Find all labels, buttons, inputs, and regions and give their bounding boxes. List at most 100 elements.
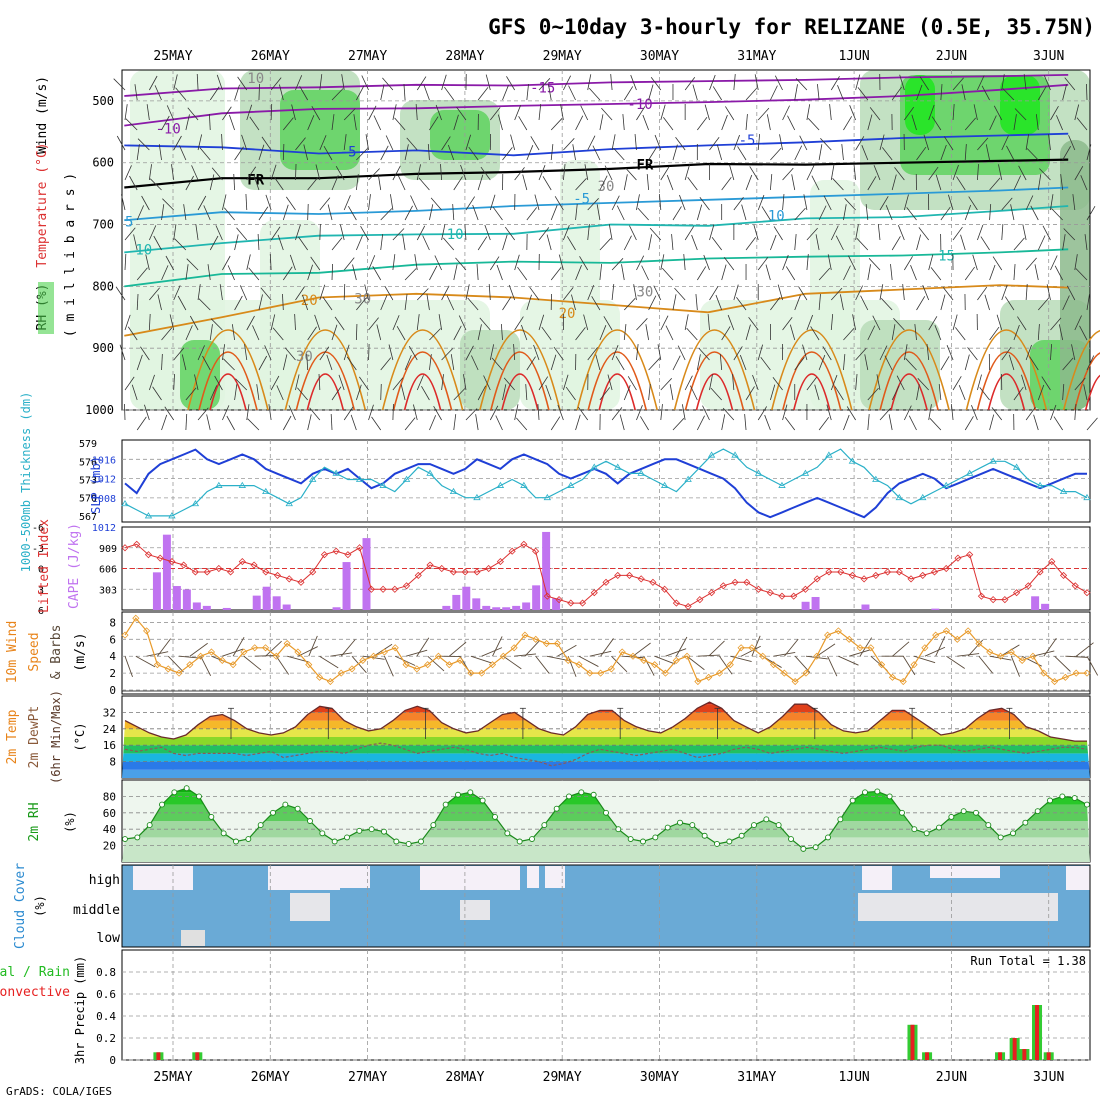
wind-barb [207,414,211,430]
date-label-bottom-1jun: 1JUN [838,1070,869,1085]
rh-point [875,789,880,794]
run-total-label: Run Total = 1.38 [970,954,1086,968]
wind-barb [551,417,560,430]
isotherm-label-2: -10 [155,122,180,138]
temp-tick-24: 24 [103,723,117,736]
rh-point [382,829,387,834]
wind-barb [1087,418,1097,430]
rh-point [1072,796,1077,801]
rh-point [653,835,658,840]
date-label-top-2jun: 2JUN [936,49,967,64]
rh-point [271,810,276,815]
precip-tick-0.4: 0.4 [96,1010,116,1023]
wind10-barb [784,639,798,656]
rh-point [690,823,695,828]
wind-barb [295,164,296,180]
wind-tick-8: 8 [109,616,116,629]
wind-barb [283,144,284,160]
wind10-barb [655,656,676,664]
rh-point [419,839,424,844]
rh-point [1048,798,1053,803]
cloud-clear-mid [858,893,1058,921]
rh-point [826,835,831,840]
cape-bar [812,597,820,610]
cape-bar [193,602,201,610]
rh-point [456,792,461,797]
date-label-top-28may: 28MAY [445,49,484,64]
rh-point [1035,809,1040,814]
rh-point [554,806,559,811]
cape-tick-606: 606 [99,565,117,576]
isotherm-label-15: 10 [247,71,264,87]
wind10-barb [709,641,725,656]
wind10-barb [590,651,611,656]
slp-panel-frame [122,440,1090,522]
rh-point [591,792,596,797]
rh-point [1085,802,1090,807]
rh-point [986,823,991,828]
cape-bar [283,605,291,610]
rh-point [616,827,621,832]
wind10-barb [125,656,133,677]
date-label-bottom-3jun: 3JUN [1033,1070,1064,1085]
temp-band [122,729,1090,737]
cape-bar [502,607,510,610]
rh-point [961,809,966,814]
pressure-tick-700: 700 [92,218,114,232]
wind10-barb [892,642,909,656]
wind10-barb [449,642,466,656]
credit-label: GrADS: COLA/IGES [6,1085,112,1098]
cape-bar [183,589,191,610]
pressure-tick-500: 500 [92,94,114,108]
date-label-top-27may: 27MAY [348,49,387,64]
wind10-barb [601,638,614,656]
rh-point [517,839,522,844]
wind-barb [454,414,456,430]
rh-tick-20: 20 [103,840,116,853]
wind-barb [429,415,435,430]
rh-point [665,825,670,830]
cape-bar [173,586,181,610]
rh-point [197,794,202,799]
wind-barb [308,414,312,430]
rh-point [505,831,510,836]
precip-tick-0.2: 0.2 [96,1032,116,1045]
rh-point [542,823,547,828]
wind-barb [248,419,259,430]
pressure-tick-800: 800 [92,279,114,293]
label-2m-rh: 2m RH [27,802,42,841]
isotherm-label-10: 10 [447,227,464,243]
wind-barb [320,224,321,240]
wind-barb [673,418,684,430]
precip-conv-bar [1022,1049,1026,1060]
wind-barb [930,418,941,430]
rh-point [764,817,769,822]
wind10-barb [1087,656,1098,675]
wind-barb [405,418,415,430]
wind-speed-point [122,632,128,638]
label-precip: 3hr Precip (mm) [73,956,87,1064]
cape-tick-909: 909 [99,544,117,555]
temp-tick-8: 8 [109,756,116,769]
wind-tick-0: 0 [109,684,116,697]
cape-bar [931,609,939,610]
wind10-barb [633,643,651,656]
rh-point [135,835,140,840]
date-label-top-31may: 31MAY [737,49,776,64]
rh-point [468,790,473,795]
wind10-barb [925,647,945,656]
precip-tick-0: 0 [109,1054,116,1067]
cloud-clear [527,866,539,888]
cape-bar [333,607,341,610]
wind-barb [990,415,994,430]
cloud-clear [133,866,145,890]
cape-bar [482,606,490,610]
cloud-clear [268,866,304,890]
wind10-barb [482,648,502,657]
rh-point [900,810,905,815]
isotherm-label-19: 30 [598,179,615,195]
wind10-barb [946,656,964,668]
wind10-barb [320,656,339,668]
rh-point [320,831,325,836]
rh-point [1060,794,1065,799]
